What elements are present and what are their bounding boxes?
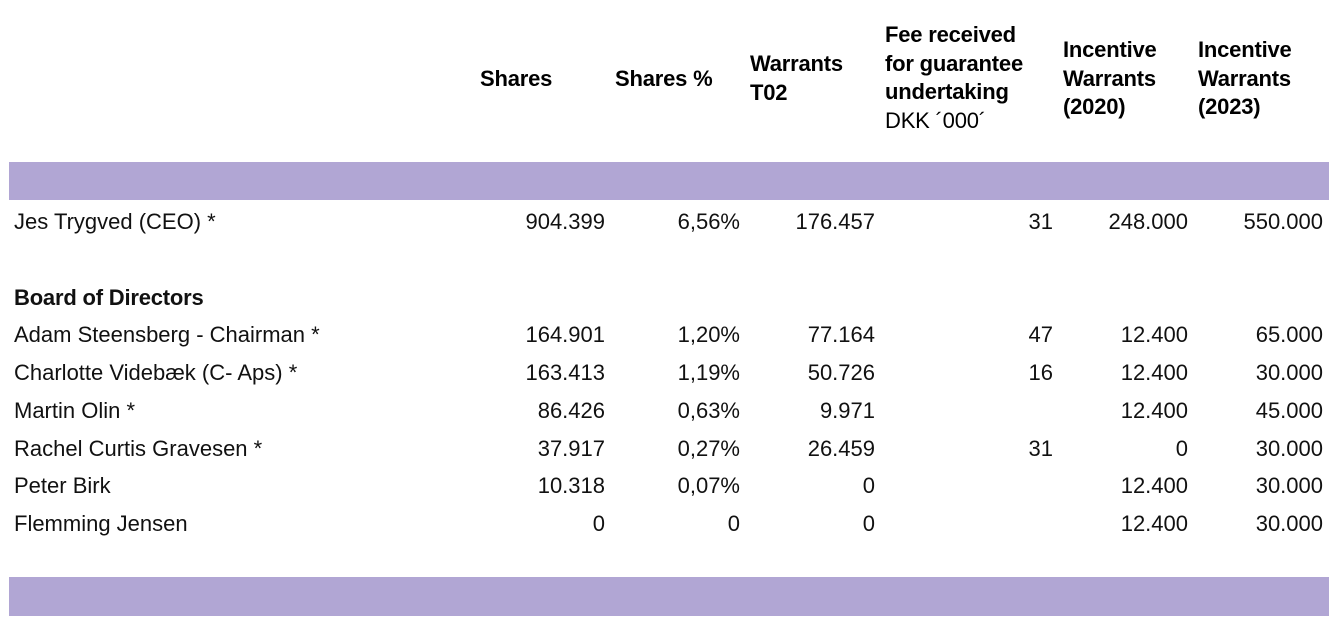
header-incentive-2020-label: Incentive Warrants (2020) [1063, 37, 1157, 119]
ceo-shares-pct: 6,56% [677, 209, 740, 234]
header-shares-pct-label: Shares % [615, 66, 713, 91]
board-name: Martin Olin * [14, 398, 136, 423]
board-warrants-t02: 26.459 [807, 436, 875, 461]
board-shares: 10.318 [537, 473, 605, 498]
ceo-warrants-t02: 176.457 [795, 209, 875, 234]
header-warrants-t02-label: Warrants T02 [750, 51, 843, 105]
board-incentive-2020: 12.400 [1120, 360, 1188, 385]
board-incentive-2020: 0 [1175, 436, 1188, 461]
table-row: Martin Olin * 86.426 0,63% 9.971 12.400 … [0, 392, 1342, 430]
board-shares-pct: 1,19% [677, 360, 740, 385]
ceo-row: Jes Trygved (CEO) * 904.399 6,56% 176.45… [0, 203, 1342, 241]
header-shares-pct: Shares % [615, 65, 713, 94]
board-incentive-2020: 12.400 [1120, 398, 1188, 423]
board-shares-pct: 0,07% [677, 473, 740, 498]
board-incentive-2023: 65.000 [1255, 322, 1323, 347]
header-warrants-t02: Warrants T02 [750, 50, 843, 107]
table-row: Adam Steensberg - Chairman * 164.901 1,2… [0, 316, 1342, 354]
top-band [9, 162, 1329, 200]
ceo-incentive-2023: 550.000 [1243, 209, 1323, 234]
ceo-incentive-2020: 248.000 [1108, 209, 1188, 234]
board-warrants-t02: 77.164 [807, 322, 875, 347]
board-incentive-2023: 30.000 [1255, 360, 1323, 385]
board-shares-pct: 1,20% [677, 322, 740, 347]
header-fee-label: Fee received for guarantee undertaking [885, 22, 1023, 104]
board-name: Rachel Curtis Gravesen * [14, 436, 263, 461]
header-incentive-2020: Incentive Warrants (2020) [1063, 36, 1157, 122]
board-incentive-2023: 30.000 [1255, 473, 1323, 498]
board-incentive-2023: 30.000 [1255, 436, 1323, 461]
board-shares: 164.901 [525, 322, 605, 347]
bottom-band [9, 577, 1329, 616]
board-incentive-2020: 12.400 [1120, 473, 1188, 498]
board-shares: 163.413 [525, 360, 605, 385]
board-incentive-2023: 30.000 [1255, 511, 1323, 536]
ceo-shares: 904.399 [525, 209, 605, 234]
board-warrants-t02: 0 [862, 511, 875, 536]
board-warrants-t02: 0 [862, 473, 875, 498]
board-name: Flemming Jensen [14, 511, 188, 536]
header-fee-unit: DKK ´000´ [885, 107, 986, 133]
ceo-name: Jes Trygved (CEO) * [14, 209, 216, 234]
board-name: Adam Steensberg - Chairman * [14, 322, 320, 347]
table-row: Charlotte Videbæk (C- Aps) * 163.413 1,1… [0, 354, 1342, 392]
board-name: Peter Birk [14, 473, 111, 498]
board-shares-pct: 0 [727, 511, 740, 536]
table-row: Peter Birk 10.318 0,07% 0 12.400 30.000 [0, 467, 1342, 505]
board-shares: 86.426 [537, 398, 605, 423]
board-shares-pct: 0,63% [677, 398, 740, 423]
board-name: Charlotte Videbæk (C- Aps) * [14, 360, 298, 385]
table-row: Flemming Jensen 0 0 0 12.400 30.000 [0, 505, 1342, 543]
ceo-fee: 31 [1028, 209, 1053, 234]
header-shares-label: Shares [480, 66, 553, 91]
board-fee: 31 [1028, 436, 1053, 461]
table-row: Rachel Curtis Gravesen * 37.917 0,27% 26… [0, 430, 1342, 468]
board-shares: 0 [592, 511, 605, 536]
header-shares: Shares [480, 65, 552, 94]
board-incentive-2023: 45.000 [1255, 398, 1323, 423]
board-incentive-2020: 12.400 [1120, 322, 1188, 347]
header-incentive-2023: Incentive Warrants (2023) [1198, 36, 1292, 122]
board-incentive-2020: 12.400 [1120, 511, 1188, 536]
header-incentive-2023-label: Incentive Warrants (2023) [1198, 37, 1292, 119]
board-fee: 47 [1028, 322, 1053, 347]
board-section-title: Board of Directors [14, 285, 204, 310]
board-warrants-t02: 50.726 [807, 360, 875, 385]
board-shares: 37.917 [537, 436, 605, 461]
header-fee: Fee received for guarantee undertaking D… [885, 21, 1023, 135]
board-fee: 16 [1028, 360, 1053, 385]
board-warrants-t02: 9.971 [819, 398, 875, 423]
board-shares-pct: 0,27% [677, 436, 740, 461]
